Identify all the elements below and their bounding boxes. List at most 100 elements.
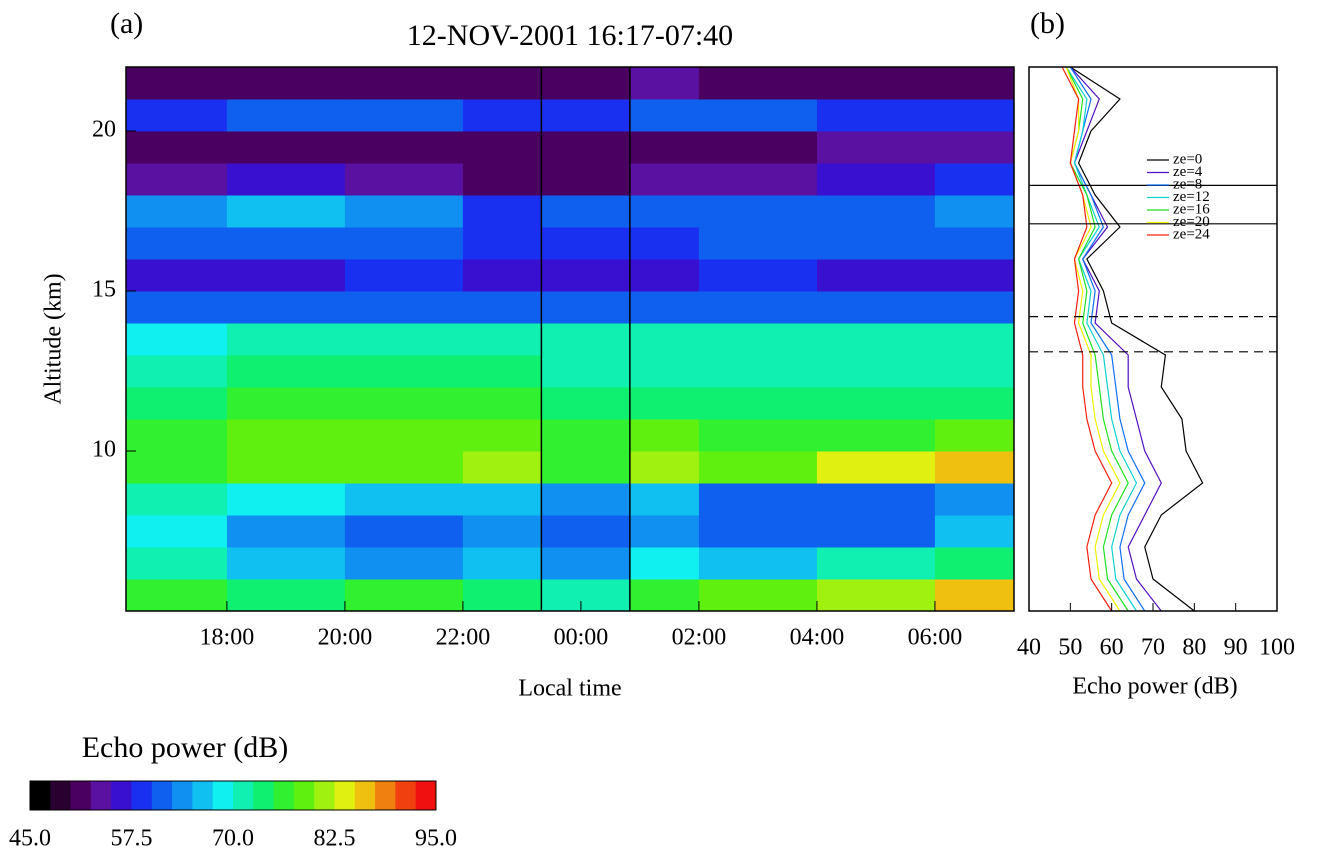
heat-cell <box>698 483 818 516</box>
heat-cell <box>934 195 1015 228</box>
colorbar-cell <box>192 781 214 810</box>
heat-cell <box>934 67 1015 100</box>
heat-cell <box>816 259 936 292</box>
x-tick-label: 00:00 <box>554 625 609 651</box>
colorbar-cell <box>212 781 234 810</box>
heat-cell <box>698 227 818 260</box>
heat-cell <box>344 515 464 548</box>
colorbar-title: Echo power (dB) <box>82 731 289 764</box>
heat-cell <box>698 163 818 196</box>
heat-cell <box>816 131 936 164</box>
heat-cell <box>698 515 818 548</box>
legend-label: ze=12 <box>1173 189 1210 205</box>
legend-label: ze=8 <box>1173 176 1202 192</box>
x-tick-label: 20:00 <box>318 625 373 651</box>
heat-cell <box>629 483 700 516</box>
heat-cell <box>934 99 1015 132</box>
heat-cell <box>934 355 1015 388</box>
heat-cell <box>934 451 1015 484</box>
heat-cell <box>126 259 228 292</box>
heat-cell <box>344 67 464 100</box>
profile-line <box>1065 66 1121 612</box>
heat-cell <box>816 515 936 548</box>
x-tick-label: 06:00 <box>908 625 963 651</box>
heat-cell <box>629 67 700 100</box>
legend-label: ze=16 <box>1173 201 1210 217</box>
colorbar-frame <box>29 780 437 811</box>
heat-cell <box>816 67 936 100</box>
heat-cell <box>462 67 542 100</box>
heat-cell <box>541 67 631 100</box>
heat-cell <box>226 323 346 356</box>
heat-cell <box>816 419 936 452</box>
heat-cell <box>126 515 228 548</box>
heat-cell <box>816 547 936 580</box>
heat-cell <box>462 483 542 516</box>
x-tick-label: 80 <box>1182 635 1206 661</box>
heat-cell <box>629 131 700 164</box>
heat-cell <box>541 515 631 548</box>
heat-cell <box>462 291 542 324</box>
heat-cell <box>541 163 631 196</box>
colorbar-cell <box>111 781 132 810</box>
heat-cell <box>629 259 700 292</box>
colorbar-cell <box>375 781 396 810</box>
heat-cell <box>934 387 1015 420</box>
legend-label: ze=4 <box>1173 164 1203 180</box>
colorbar-tick-label: 45.0 <box>9 826 51 852</box>
x-axis-label: Echo power (dB) <box>1072 674 1237 700</box>
y-tick-label: 15 <box>92 277 116 303</box>
colorbar-cell <box>50 781 72 810</box>
heat-cell <box>462 163 542 196</box>
y-axis-label: Altitude (km) <box>41 273 67 404</box>
heat-cell <box>126 99 228 132</box>
heat-cell <box>344 355 464 388</box>
profile-line <box>1065 66 1129 612</box>
heat-cell <box>629 99 700 132</box>
heat-cell <box>816 387 936 420</box>
heat-cell <box>126 67 228 100</box>
heat-cell <box>126 195 228 228</box>
heat-cell <box>629 227 700 260</box>
heat-cell <box>629 291 700 324</box>
heat-cell <box>344 547 464 580</box>
colorbar-cell <box>151 781 173 810</box>
panel-label: (b) <box>1030 7 1065 40</box>
colorbar-cell <box>233 781 254 810</box>
heat-cell <box>126 387 228 420</box>
heat-cell <box>698 579 818 612</box>
heat-cell <box>629 355 700 388</box>
colorbar-cell <box>90 781 112 810</box>
heat-cell <box>816 323 936 356</box>
heat-cell <box>226 387 346 420</box>
heat-cell <box>698 67 818 100</box>
heat-cell <box>226 355 346 388</box>
heat-cell <box>698 387 818 420</box>
heat-cell <box>541 387 631 420</box>
colorbar-cell <box>395 781 417 810</box>
heat-cell <box>462 195 542 228</box>
heat-cell <box>126 547 228 580</box>
heat-cell <box>462 259 542 292</box>
heat-cell <box>629 579 700 612</box>
heat-cell <box>126 419 228 452</box>
profile-line <box>1069 66 1162 612</box>
colorbar-tick-label: 82.5 <box>314 826 356 852</box>
colorbar-cell <box>354 781 376 810</box>
heat-cell <box>629 387 700 420</box>
heat-cell <box>126 483 228 516</box>
x-tick-label: 04:00 <box>790 625 845 651</box>
colorbar-cell <box>131 781 153 810</box>
colorbar-tick-label: 95.0 <box>415 826 457 852</box>
heat-cell <box>629 163 700 196</box>
heat-cell <box>226 515 346 548</box>
colorbar-cell <box>293 781 315 810</box>
heat-cell <box>816 355 936 388</box>
heat-cell <box>698 451 818 484</box>
heat-cell <box>629 451 700 484</box>
heat-cell <box>541 355 631 388</box>
colorbar-cell <box>253 781 275 810</box>
heat-cell <box>934 291 1015 324</box>
